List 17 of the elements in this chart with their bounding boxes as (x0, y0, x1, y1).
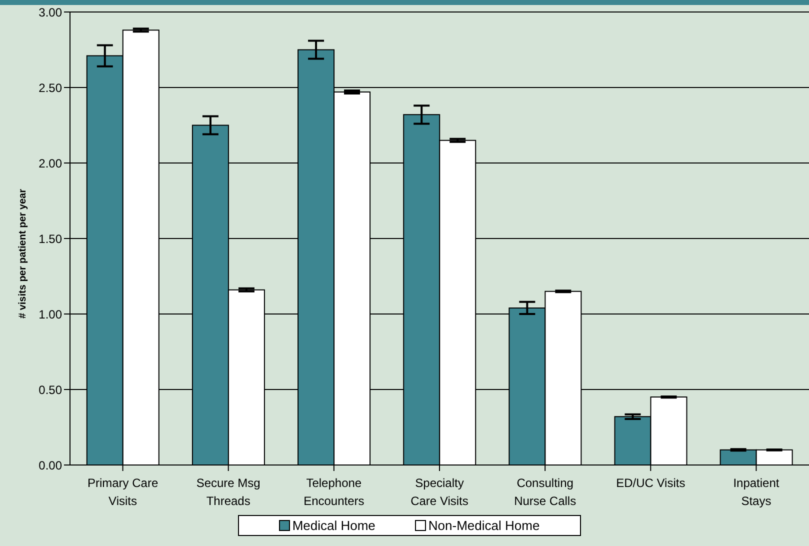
legend-label: Non-Medical Home (427, 518, 540, 533)
x-tick-label: Consulting Nurse Calls (514, 476, 576, 508)
y-tick-label: 2.50 (38, 80, 62, 95)
y-tick-label: 1.00 (38, 307, 62, 322)
x-tick-label: Telephone Encounters (304, 476, 364, 508)
y-tick-label: 2.00 (38, 156, 62, 170)
legend-label: Medical Home (291, 518, 376, 533)
x-tick-label: Specialty Care Visits (410, 476, 468, 508)
x-tick-label: ED/UC Visits (616, 476, 686, 490)
y-tick-label: 0.00 (38, 458, 62, 472)
x-tick-label: Inpatient Stays (733, 476, 780, 508)
y-tick-label: 3.00 (38, 5, 62, 20)
x-tick-label: Secure Msg Threads (196, 476, 260, 508)
y-axis-title: # visits per patient per year (18, 188, 29, 318)
y-tick-label: 0.50 (38, 382, 62, 397)
y-tick-label: 1.50 (38, 232, 62, 246)
x-tick-label: Primary Care Visits (87, 476, 158, 508)
